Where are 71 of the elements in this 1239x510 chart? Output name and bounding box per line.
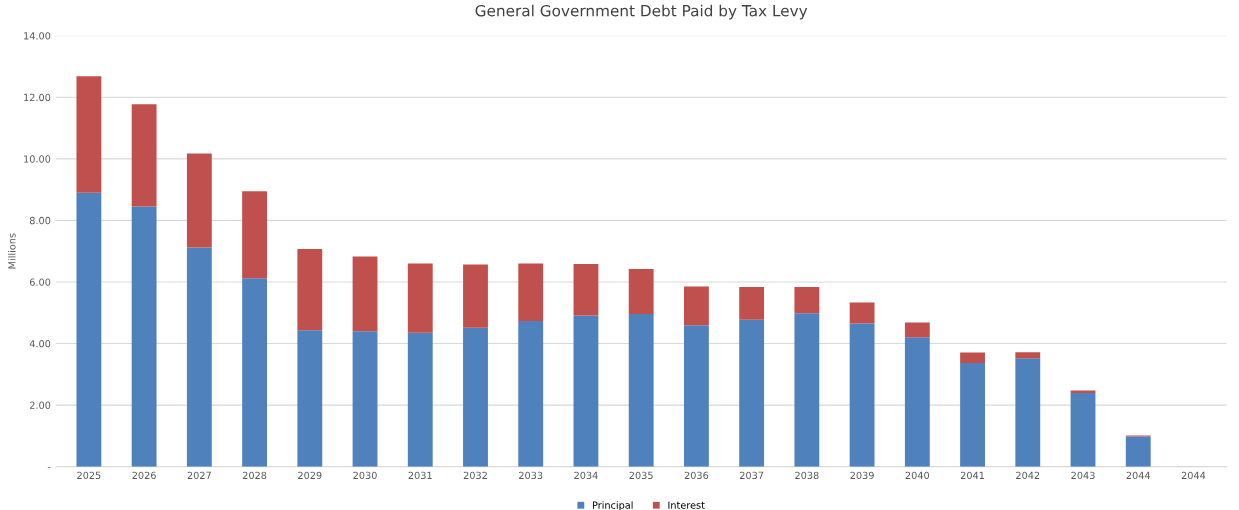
bar (518, 263, 544, 322)
x-tick-label: 2035 (629, 471, 653, 480)
x-tick-label: 2031 (408, 471, 432, 480)
bar (131, 104, 157, 207)
bar (794, 313, 820, 467)
bar (628, 313, 654, 467)
bar (960, 352, 985, 363)
bar (683, 325, 709, 467)
y-tick-label: - (47, 467, 51, 469)
x-tick-label: 2033 (519, 471, 543, 480)
bar (297, 330, 323, 467)
x-tick-label: 2039 (850, 471, 874, 480)
y-axis-title: Millions (8, 233, 16, 269)
x-tick-label: 2028 (242, 471, 267, 480)
x-tick-label: 2036 (684, 471, 709, 480)
x-tick-label: 2044 (1181, 471, 1206, 480)
legend-label: Principal (592, 501, 633, 510)
bar (352, 331, 378, 467)
bar (849, 302, 875, 324)
bar (1070, 393, 1096, 467)
bar (407, 263, 433, 333)
y-tick-label: 2.00 (29, 401, 51, 409)
x-tick-label: 2044 (1126, 471, 1151, 480)
x-tick-label: 2025 (77, 471, 101, 480)
y-tick-label: 8.00 (29, 216, 51, 225)
bar (76, 192, 102, 467)
x-tick-label: 2042 (1016, 471, 1040, 480)
bar (904, 322, 930, 338)
bar (242, 278, 268, 467)
y-tick-label: 4.00 (29, 340, 51, 348)
y-tick-label: 10.00 (24, 155, 51, 163)
bar (849, 323, 875, 467)
chart-title: General Government Debt Paid by Tax Levy (475, 4, 808, 20)
bar (739, 319, 765, 467)
bar (407, 332, 433, 467)
x-tick-label: 2038 (795, 471, 819, 480)
bar (463, 327, 488, 467)
bar (1125, 436, 1151, 467)
bar (186, 153, 212, 248)
bar (352, 256, 378, 332)
x-tick-label: 2029 (298, 471, 322, 480)
bar (297, 249, 323, 331)
x-tick-label: 2030 (353, 471, 377, 480)
bar (628, 269, 654, 314)
bar (739, 286, 765, 320)
x-tick-label: 2040 (905, 471, 930, 480)
bar (794, 286, 820, 314)
bar (573, 264, 599, 316)
legend-label: Interest (668, 501, 705, 509)
bar (76, 76, 102, 193)
y-tick-label: 12.00 (24, 93, 51, 102)
bar (683, 286, 709, 326)
x-tick-label: 2043 (1071, 471, 1095, 480)
x-tick-label: 2027 (187, 471, 211, 480)
x-tick-label: 2034 (574, 471, 598, 480)
bar (518, 321, 544, 467)
bar (1015, 352, 1041, 359)
bar (573, 315, 599, 467)
bar (242, 191, 268, 279)
x-tick-label: 2026 (132, 471, 156, 480)
bar (463, 264, 488, 328)
bar (186, 247, 212, 467)
x-tick-label: 2041 (960, 471, 985, 480)
bar (1015, 358, 1041, 467)
y-tick-label: 14.00 (24, 32, 51, 40)
y-tick-label: 6.00 (29, 278, 51, 286)
x-tick-label: 2032 (463, 471, 487, 480)
bar (904, 337, 930, 467)
x-tick-label: 2037 (739, 471, 764, 480)
bar (960, 362, 985, 467)
bar (131, 206, 157, 467)
